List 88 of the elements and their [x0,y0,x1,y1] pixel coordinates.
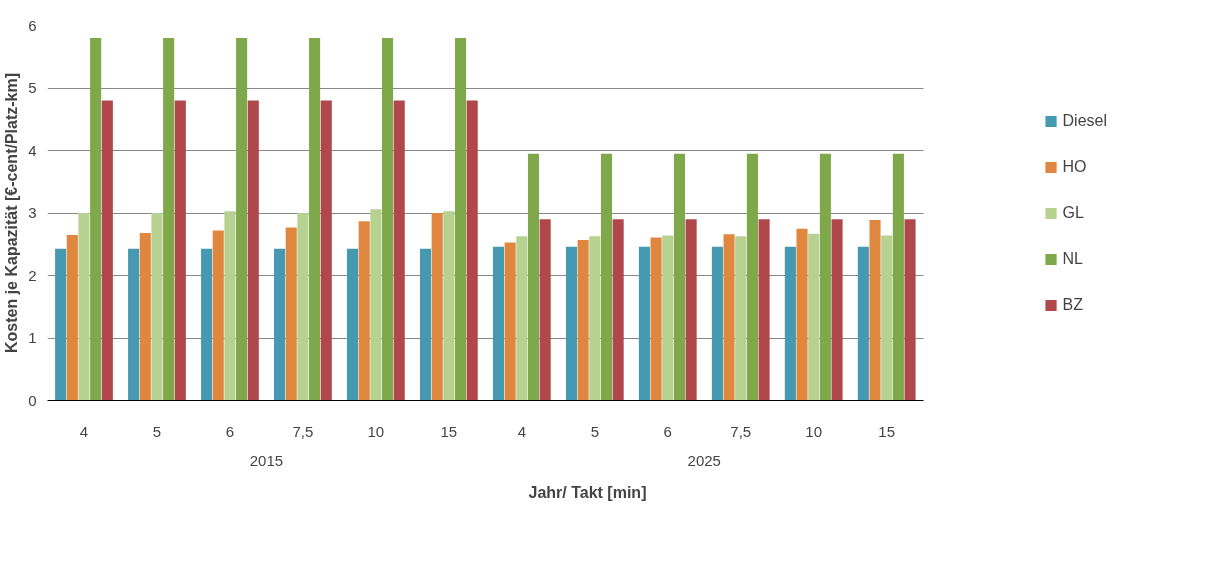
x-tick-label: 6 [663,422,672,440]
x-tick-label: 10 [805,422,823,440]
bar [904,219,916,401]
bar [600,153,613,401]
bar [577,239,589,401]
legend-label: BZ [1062,295,1083,314]
bar [151,213,163,401]
bar [370,209,382,401]
bar [274,248,286,401]
x-tick-label: 15 [440,422,458,440]
bar [90,38,102,401]
bar [419,248,432,401]
y-tick-label: 3 [28,204,37,221]
bar [55,248,67,401]
y-tick-label: 6 [28,16,37,34]
bar [784,246,796,401]
bar [819,153,831,401]
x-tick-label: 6 [225,422,235,440]
bar [443,211,455,401]
x-axis-title: Jahr/ Takt [min] [528,483,647,501]
bar [589,236,601,401]
bar [212,230,224,401]
x-tick-label: 7,5 [730,422,752,440]
bar [758,219,770,401]
bar [382,38,394,401]
legend-label: NL [1062,249,1083,268]
bar [224,211,236,401]
bar [236,38,248,401]
bar [504,242,516,401]
bar [857,246,869,401]
x-tick-label: 7,5 [292,422,314,440]
bar [527,153,540,401]
bar [650,237,662,401]
x-tick-label: 4 [517,422,526,440]
x-tick-label: 5 [590,422,599,440]
legend-label: GL [1062,203,1084,222]
bar [673,153,685,401]
bar [746,153,758,401]
bar [297,213,309,401]
bar [201,248,213,401]
bar [320,100,332,401]
bar [869,219,881,401]
bar [358,221,370,401]
bar [247,100,259,401]
bar [685,219,697,401]
bar [431,213,443,401]
bar [285,227,297,401]
bar [309,38,321,401]
bar [711,246,723,401]
bar [128,248,140,401]
bar [831,219,843,401]
legend-label: Diesel [1062,111,1107,130]
bar [174,100,186,401]
bar [346,248,359,401]
bar [454,38,467,401]
legend-label: HO [1062,157,1087,176]
y-tick-label: 1 [28,329,37,346]
bar [881,235,893,401]
bar [662,235,674,401]
bar [539,219,551,401]
y-tick-label: 5 [28,79,37,96]
bar [723,234,735,401]
text: 2025 [687,451,721,469]
bar [466,100,478,401]
bar [78,213,90,401]
x-tick-label: 10 [367,422,385,440]
bar [735,236,747,401]
bar [796,228,808,401]
bar [808,233,820,401]
bar [638,246,650,401]
bar [516,236,528,401]
bar [139,233,151,401]
y-tick-label: 0 [28,391,37,409]
bar [101,100,113,401]
y-tick-label: 4 [28,141,37,159]
x-tick-label: 5 [152,422,162,440]
y-tick-label: 2 [28,266,37,284]
text: 2015 [249,451,284,469]
bar [163,38,175,401]
bar [565,246,577,401]
y-axis-title: Kosten je Kapazität [€-cent/Platz-km] [3,72,21,354]
x-tick-label: 15 [878,422,896,440]
bar [393,100,405,401]
bar [66,234,78,401]
bar [492,246,505,401]
x-tick-label: 4 [79,422,89,440]
bar [612,219,624,401]
bar [892,153,904,401]
